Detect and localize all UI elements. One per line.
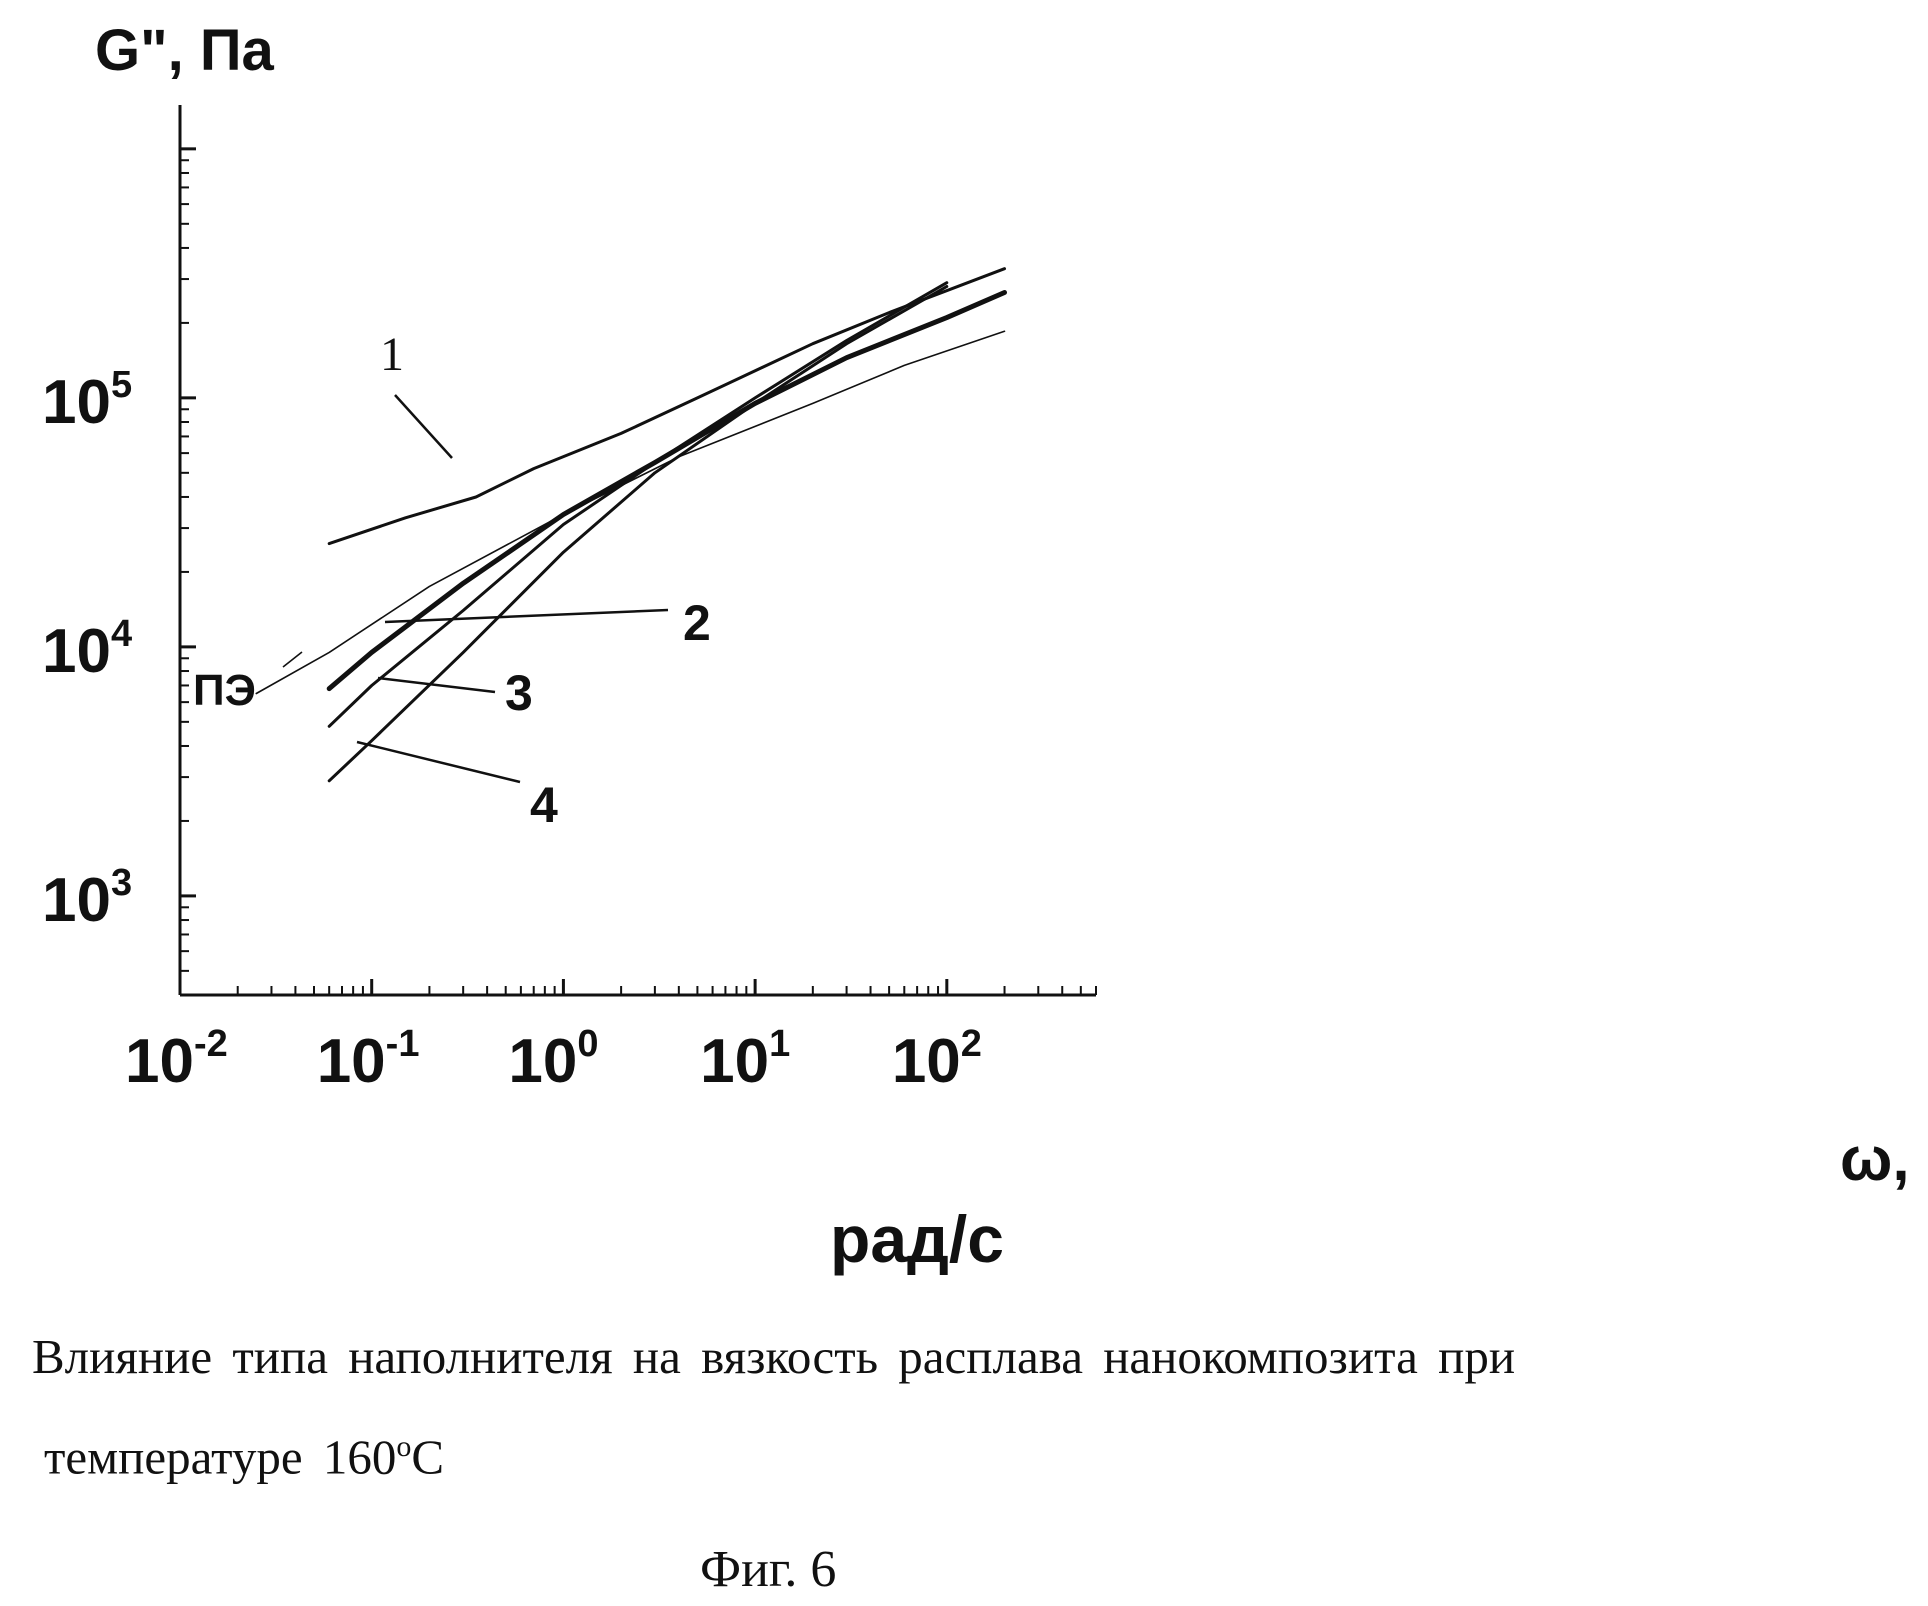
y-tick-label-exp: 3 — [111, 862, 132, 904]
y-tick-label: 103 — [42, 862, 132, 935]
series-line-2 — [329, 293, 1004, 689]
caption-degree: o — [396, 1430, 411, 1463]
x-tick-label-exp: 0 — [577, 1023, 598, 1065]
x-tick-label-base: 10 — [700, 1027, 769, 1096]
y-tick-label: 104 — [42, 613, 132, 686]
x-tick-label-exp: -1 — [386, 1023, 420, 1065]
y-tick-label-exp: 5 — [111, 364, 132, 406]
y-tick-label-exp: 4 — [111, 613, 132, 655]
y-tick-label-base: 10 — [42, 617, 111, 686]
caption-line-2-text: температуре 160 — [44, 1429, 396, 1484]
x-tick-label: 10-1 — [317, 1023, 420, 1096]
caption-line-1: Влияние типа наполнителя на вязкость рас… — [32, 1312, 1832, 1402]
y-tick-label-base: 10 — [42, 866, 111, 935]
axes — [180, 105, 1096, 995]
series-line-3 — [329, 283, 947, 727]
annotation-label-3: 3 — [505, 665, 533, 721]
x-tick-label-base: 10 — [508, 1027, 577, 1096]
y-tick-label: 105 — [42, 364, 132, 437]
annotation-leader-ПЭ — [283, 652, 302, 667]
x-tick-label-base: 10 — [317, 1027, 386, 1096]
figure-caption: Влияние типа наполнителя на вязкость рас… — [32, 1312, 1832, 1502]
x-tick-label-exp: 2 — [961, 1023, 982, 1065]
figure-label: Фиг. 6 — [700, 1540, 836, 1599]
x-tick-label: 102 — [892, 1023, 982, 1096]
annotation-label-2: 2 — [683, 595, 711, 651]
annotation-label-1: 1 — [380, 328, 404, 381]
x-tick-label-exp: 1 — [769, 1023, 790, 1065]
x-tick-label: 10-2 — [125, 1023, 228, 1096]
x-tick-label: 101 — [700, 1023, 790, 1096]
y-axis-label: G", Па — [95, 18, 275, 83]
x-tick-label-base: 10 — [125, 1027, 194, 1096]
series-line-ПЭ — [256, 331, 1004, 693]
series-lines — [256, 269, 1004, 781]
caption-line-2: температуре 160oC — [32, 1402, 1832, 1502]
annotation-leader-1 — [395, 395, 452, 458]
caption-unit: C — [411, 1429, 444, 1484]
ticks — [180, 149, 1096, 995]
annotation-label-ПЭ: ПЭ — [193, 666, 256, 715]
x-tick-label-base: 10 — [892, 1027, 961, 1096]
x-tick-label-exp: -2 — [194, 1023, 228, 1065]
series-line-4 — [329, 287, 947, 781]
annotation-leader-4 — [357, 742, 520, 782]
x-axis-label-part1: ω, — [1840, 1125, 1910, 1194]
x-axis-label-part2: рад/с — [830, 1202, 1004, 1276]
labels: 10-210-11001011021031041051234ПЭ — [42, 328, 982, 1096]
y-tick-label-base: 10 — [42, 368, 111, 437]
annotation-label-4: 4 — [530, 777, 558, 833]
x-tick-label: 100 — [508, 1023, 598, 1096]
